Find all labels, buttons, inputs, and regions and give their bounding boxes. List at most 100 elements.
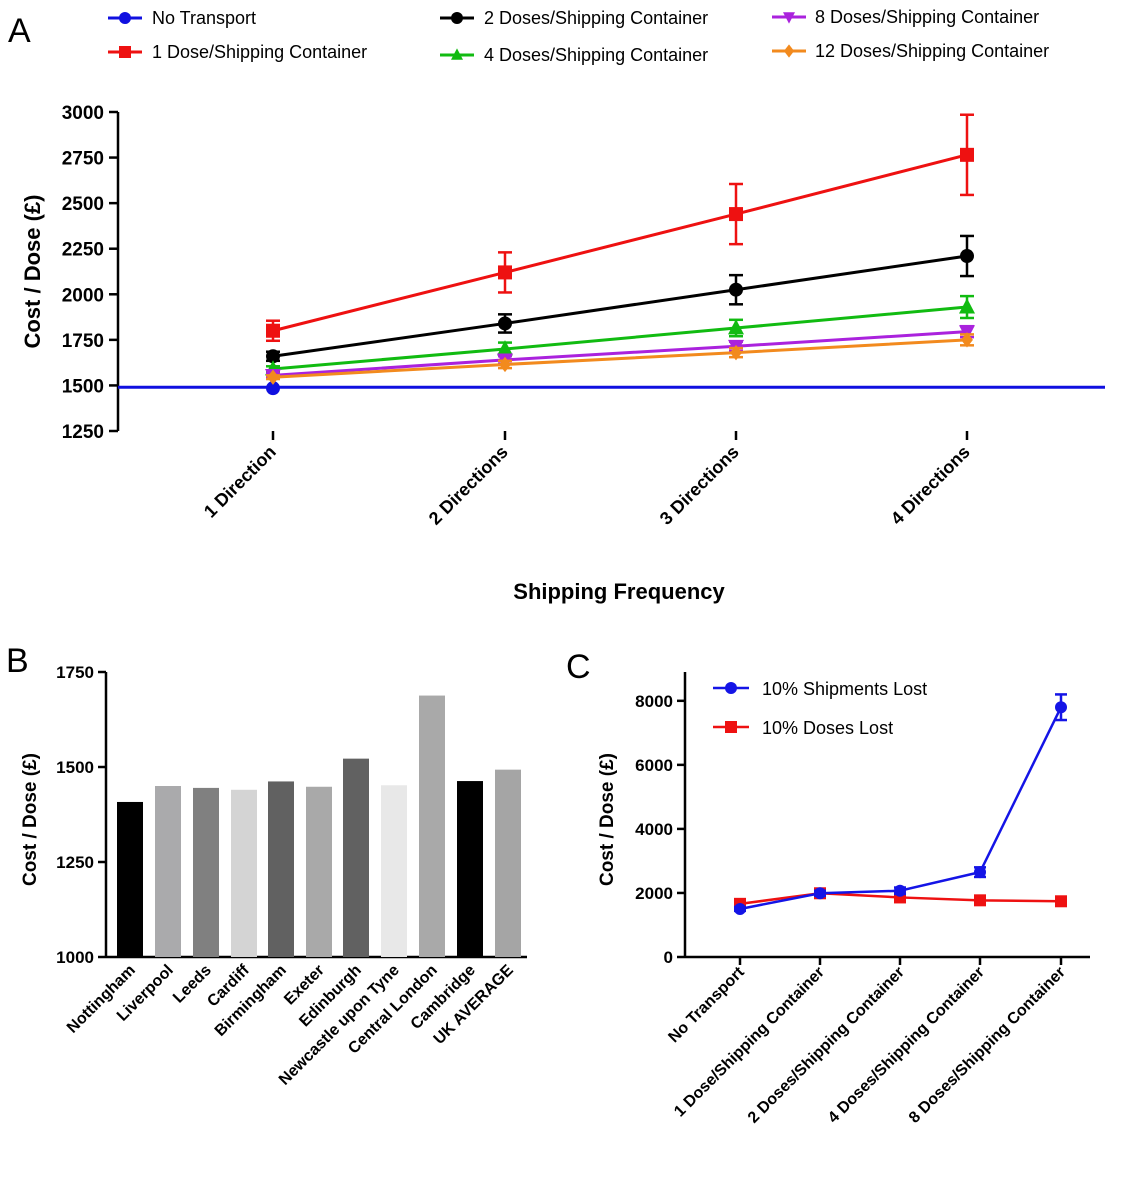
y-axis-title: Cost / Dose (£) [20, 194, 45, 348]
legend-label: No Transport [152, 8, 256, 28]
y-tick-label: 2000 [62, 285, 104, 306]
data-point [814, 887, 826, 900]
data-point [974, 866, 986, 879]
bar [381, 785, 407, 957]
legend-entry: 12 Doses/Shipping Container [772, 41, 1049, 61]
data-point [894, 884, 906, 897]
x-tick-label: 1 Dose/Shipping Container [671, 964, 828, 1121]
panel-c-letter: C [566, 648, 591, 686]
bar [419, 695, 445, 957]
bar [117, 801, 143, 957]
data-point [960, 249, 974, 264]
data-point [729, 207, 743, 222]
x-tick-label: 3 Directions [656, 442, 743, 529]
data-point [266, 349, 280, 364]
legend-swatch-marker [725, 682, 737, 694]
x-tick-label: 1 Direction [200, 442, 280, 522]
x-axis-title: Shipping Frequency [513, 579, 725, 604]
legend-entry: 4 Doses/Shipping Container [440, 45, 708, 65]
series-line [272, 338, 968, 379]
x-tick-label: 8 Doses/Shipping Container [906, 964, 1069, 1127]
data-point [734, 902, 746, 915]
series-5 [266, 332, 974, 385]
legend-label: 1 Dose/Shipping Container [152, 42, 367, 62]
chart-a-cost-by-shipping-frequency: 1250 1500 1750 2000 2250 2500 2750 3000 1 Direct… [20, 7, 1105, 604]
x-tick-label: 4 Doses/Shipping Container [825, 964, 988, 1127]
legend-swatch-marker [725, 721, 737, 733]
legend-label: 12 Doses/Shipping Container [815, 41, 1049, 61]
y-tick-label: 1250 [56, 853, 94, 872]
y-tick-label: 1500 [62, 376, 104, 397]
bar [155, 786, 181, 957]
y-axis-title: Cost / Dose (£) [20, 753, 41, 886]
legend-label: 2 Doses/Shipping Container [484, 8, 708, 28]
legend-swatch-marker [783, 12, 795, 24]
y-tick-label: 2500 [62, 194, 104, 215]
legend-swatch-marker [119, 12, 131, 24]
y-tick-label: 8000 [635, 692, 673, 711]
legend-entry: 1 Dose/Shipping Container [108, 42, 367, 62]
data-point [959, 298, 975, 314]
y-tick-label: 1000 [56, 948, 94, 967]
data-point [499, 356, 511, 373]
legend-label: 10% Shipments Lost [762, 679, 927, 699]
legend-label: 8 Doses/Shipping Container [815, 7, 1039, 27]
y-axis-title: Cost / Dose (£) [597, 753, 618, 886]
series-4 [265, 324, 975, 385]
y-tick-label: 4000 [635, 820, 673, 839]
data-point [266, 323, 280, 338]
data-point [728, 319, 744, 335]
x-tick-label: 4 Directions [887, 442, 974, 529]
legend-entry: 10% Doses Lost [713, 718, 893, 738]
x-tick-label: No Transport [665, 963, 748, 1046]
y-tick-label: 1500 [56, 758, 94, 777]
x-tick-label: 2 Directions [425, 442, 512, 529]
bar [495, 769, 521, 957]
data-point [961, 332, 973, 348]
y-tick-label: 1250 [62, 422, 104, 443]
legend-swatch-marker [451, 48, 463, 60]
legend-entry: 2 Doses/Shipping Container [440, 8, 708, 28]
panel-a-letter: A [8, 12, 31, 50]
data-point [267, 369, 279, 385]
bar [231, 789, 257, 957]
bar [306, 786, 332, 957]
data-point [498, 316, 512, 331]
y-tick-label: 6000 [635, 756, 673, 775]
series-line [272, 330, 968, 377]
data-point [1055, 895, 1067, 908]
series-line [272, 254, 968, 358]
y-tick-label: 2000 [635, 884, 673, 903]
y-tick-label: 0 [664, 948, 673, 967]
y-tick-label: 1750 [56, 663, 94, 682]
y-tick-label: 2250 [62, 240, 104, 261]
y-tick-label: 1750 [62, 331, 104, 352]
data-point [497, 340, 513, 356]
series-1 [266, 113, 974, 343]
series-line [272, 305, 968, 371]
data-point [729, 282, 743, 297]
data-point [974, 894, 986, 907]
bar [457, 781, 483, 957]
panel-b-letter: B [6, 642, 29, 680]
data-point [1055, 701, 1067, 714]
bar [268, 781, 294, 957]
y-tick-label: 3000 [62, 103, 104, 124]
data-point [266, 381, 280, 396]
series-line [272, 153, 968, 333]
legend-swatch-marker [119, 46, 131, 58]
legend-label: 4 Doses/Shipping Container [484, 45, 708, 65]
legend-label: 10% Doses Lost [762, 718, 893, 738]
y-tick-label: 2750 [62, 149, 104, 170]
legend-entry: No Transport [108, 8, 256, 28]
data-point [498, 265, 512, 280]
series-0 [734, 693, 1067, 915]
legend-entry: 8 Doses/Shipping Container [772, 7, 1039, 27]
legend-swatch-marker [451, 12, 463, 24]
data-point [730, 344, 742, 361]
chart-b-cost-by-city: 1000125015001750NottinghamLiverpoolLeeds… [20, 663, 527, 1089]
bar [343, 758, 369, 957]
legend-swatch-marker [783, 44, 795, 58]
